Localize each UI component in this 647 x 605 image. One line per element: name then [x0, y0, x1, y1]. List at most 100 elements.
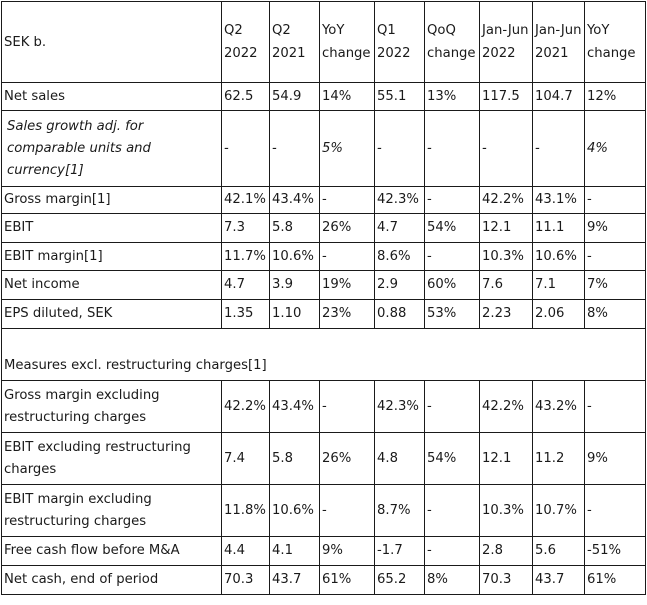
- table-cell: 8%: [584, 299, 646, 329]
- table-cell: -: [424, 186, 480, 214]
- row-label: Gross margin[1]: [1, 186, 222, 214]
- table-row: EBIT margin excluding restructuring char…: [1, 484, 646, 537]
- header-label: SEK b.: [1, 1, 222, 83]
- table-cell: 43.7: [532, 565, 585, 595]
- table-cell: 10.6%: [269, 242, 320, 271]
- table-cell: -: [532, 110, 585, 187]
- row-label: EBIT excluding restructuring charges: [1, 432, 222, 485]
- table-cell: 42.2%: [479, 380, 533, 433]
- col-header: YoY change: [584, 1, 646, 83]
- table-cell: -: [319, 186, 375, 214]
- col-header: Q2 2021: [269, 1, 320, 83]
- table-cell: 54.9: [269, 82, 320, 111]
- table-cell: -: [221, 110, 270, 187]
- table-cell: 26%: [319, 432, 375, 485]
- table-cell: 70.3: [221, 565, 270, 595]
- row-label: EPS diluted, SEK: [1, 299, 222, 329]
- table-cell: 11.7%: [221, 242, 270, 271]
- table-cell: -: [584, 242, 646, 271]
- row-label: Sales growth adj. for comparable units a…: [1, 110, 222, 187]
- table-cell: 60%: [424, 270, 480, 300]
- col-header: Q2 2022: [221, 1, 270, 83]
- row-label: Net cash, end of period: [1, 565, 222, 595]
- table-cell: 43.4%: [269, 380, 320, 433]
- table-cell: 13%: [424, 82, 480, 111]
- table-row: Gross margin excluding restructuring cha…: [1, 380, 646, 433]
- table-cell: -: [584, 186, 646, 214]
- table-cell: 11.2: [532, 432, 585, 485]
- table-cell: 43.1%: [532, 186, 585, 214]
- table-cell: 5%: [319, 110, 375, 187]
- table-cell: 4.7: [374, 213, 425, 243]
- table-cell: 4.7: [221, 270, 270, 300]
- table-cell: 3.9: [269, 270, 320, 300]
- row-label: Net sales: [1, 82, 222, 111]
- table-cell: 5.8: [269, 213, 320, 243]
- col-header: Jan-Jun 2021: [532, 1, 585, 83]
- section-row: Measures excl. restructuring charges[1]: [1, 328, 646, 381]
- table-cell: 2.23: [479, 299, 533, 329]
- table-cell: 43.7: [269, 565, 320, 595]
- table-cell: 12.1: [479, 432, 533, 485]
- table-cell: 2.9: [374, 270, 425, 300]
- table-cell: 14%: [319, 82, 375, 111]
- table-cell: -: [319, 242, 375, 271]
- table-cell: -: [584, 484, 646, 537]
- col-header: QoQ change: [424, 1, 480, 83]
- table-cell: -: [424, 380, 480, 433]
- table-cell: 2.06: [532, 299, 585, 329]
- table-cell: 7.1: [532, 270, 585, 300]
- table-cell: -: [424, 536, 480, 566]
- table-cell: 12.1: [479, 213, 533, 243]
- table-cell: 54%: [424, 213, 480, 243]
- financial-summary-table: SEK b. Q2 2022 Q2 2021 YoY change Q1 202…: [1, 1, 646, 595]
- table-cell: 9%: [584, 432, 646, 485]
- section-title: Measures excl. restructuring charges[1]: [1, 328, 646, 381]
- col-header: YoY change: [319, 1, 375, 83]
- table-cell: 8%: [424, 565, 480, 595]
- table-cell: 4%: [584, 110, 646, 187]
- row-label: Free cash flow before M&A: [1, 536, 222, 566]
- table-row: EBIT excluding restructuring charges 7.4 5…: [1, 432, 646, 485]
- table-cell: 53%: [424, 299, 480, 329]
- table-cell: 0.88: [374, 299, 425, 329]
- table-cell: 42.2%: [479, 186, 533, 214]
- table-cell: -: [319, 380, 375, 433]
- table-row: Net income 4.7 3.9 19% 2.9 60% 7.6 7.1 7%: [1, 270, 646, 300]
- table-cell: 7.3: [221, 213, 270, 243]
- table-row: Gross margin[1] 42.1% 43.4% -42.3% -42.2% 43.…: [1, 186, 646, 214]
- table-cell: -: [269, 110, 320, 187]
- table-body: SEK b. Q2 2022 Q2 2021 YoY change Q1 202…: [1, 1, 646, 595]
- table-row: EBIT 7.3 5.8 26% 4.7 54% 12.1 11.1 9%: [1, 213, 646, 243]
- table-cell: 8.6%: [374, 242, 425, 271]
- table-cell: 10.3%: [479, 242, 533, 271]
- table-cell: 61%: [584, 565, 646, 595]
- table-row: Free cash flow before M&A 4.4 4.1 9% -1.7-2.…: [1, 536, 646, 566]
- table-cell: 5.6: [532, 536, 585, 566]
- table-cell: 5.8: [269, 432, 320, 485]
- table-cell: -: [424, 110, 480, 187]
- table-cell: 70.3: [479, 565, 533, 595]
- row-label: Net income: [1, 270, 222, 300]
- table-cell: 9%: [319, 536, 375, 566]
- table-cell: 2.8: [479, 536, 533, 566]
- table-cell: 43.2%: [532, 380, 585, 433]
- table-cell: 11.1: [532, 213, 585, 243]
- table-cell: 42.3%: [374, 380, 425, 433]
- table-cell: 7.6: [479, 270, 533, 300]
- table-cell: 7%: [584, 270, 646, 300]
- table-cell: 10.6%: [269, 484, 320, 537]
- table-cell: 8.7%: [374, 484, 425, 537]
- table-cell: 10.7%: [532, 484, 585, 537]
- table-row: Sales growth adj. for comparable units a…: [1, 110, 646, 187]
- table-row: Net sales 62.5 54.9 14% 55.1 13% 117.5 104.7 12%: [1, 82, 646, 111]
- table-cell: 42.3%: [374, 186, 425, 214]
- table-cell: -: [584, 380, 646, 433]
- table-cell: 117.5: [479, 82, 533, 111]
- table-cell: 1.10: [269, 299, 320, 329]
- table-cell: 4.4: [221, 536, 270, 566]
- table-cell: -: [319, 484, 375, 537]
- table-cell: 7.4: [221, 432, 270, 485]
- table-row: Net cash, end of period 70.3 43.7 61% 65.2 8%…: [1, 565, 646, 595]
- table-cell: 42.1%: [221, 186, 270, 214]
